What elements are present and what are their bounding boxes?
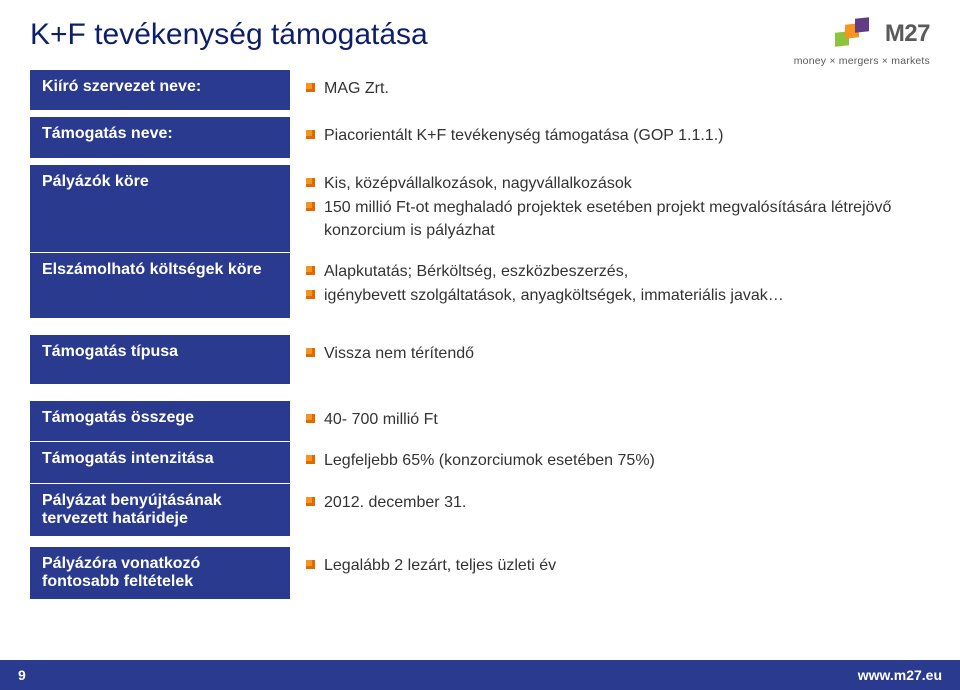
- bullet-feltetelek: Legalább 2 lezárt, teljes üzleti év: [306, 555, 920, 577]
- value-kiiro: MAG Zrt.: [290, 70, 930, 111]
- footer-url: www.m27.eu: [858, 667, 942, 683]
- bullet-palyazok-2: 150 millió Ft-ot meghaladó projektek ese…: [306, 197, 920, 242]
- bullet-intenzitas: Legfeljebb 65% (konzorciumok esetében 75…: [306, 450, 920, 472]
- bullet-elszamolhato-2: igénybevett szolgáltatások, anyagköltség…: [306, 285, 920, 307]
- bullet-osszeg: 40- 700 millió Ft: [306, 409, 920, 431]
- logo-text: M27: [885, 20, 930, 48]
- value-intenzitas: Legfeljebb 65% (konzorciumok esetében 75…: [290, 442, 930, 483]
- logo-cubes-icon: [835, 18, 877, 48]
- label-feltetelek: Pályázóra vonatkozó fontosabb feltételek: [30, 547, 290, 600]
- bullet-hatarido: 2012. december 31.: [306, 492, 920, 514]
- label-elszamolhato: Elszámolható költségek köre: [30, 253, 290, 319]
- label-osszeg: Támogatás összege: [30, 401, 290, 442]
- value-feltetelek: Legalább 2 lezárt, teljes üzleti év: [290, 547, 930, 600]
- footer-bar: 9 www.m27.eu: [0, 660, 960, 690]
- bullet-palyazok-1: Kis, középvállalkozások, nagyvállalkozás…: [306, 173, 920, 195]
- label-tamogatas-neve: Támogatás neve:: [30, 117, 290, 158]
- group-details: Támogatás összege 40- 700 millió Ft Támo…: [30, 401, 930, 600]
- value-palyazok: Kis, középvállalkozások, nagyvállalkozás…: [290, 165, 930, 253]
- logo-mark: M27: [835, 18, 930, 48]
- label-tipus: Támogatás típusa: [30, 335, 290, 385]
- group-tipus: Támogatás típusa Vissza nem térítendő: [30, 335, 930, 385]
- bullet-tipus: Vissza nem térítendő: [306, 343, 920, 365]
- label-kiiro: Kiíró szervezet neve:: [30, 70, 290, 111]
- value-tipus: Vissza nem térítendő: [290, 335, 930, 385]
- value-elszamolhato: Alapkutatás; Bérköltség, eszközbeszerzés…: [290, 253, 930, 319]
- bullet-kiiro: MAG Zrt.: [306, 78, 920, 100]
- brand-logo: M27 money × mergers × markets: [794, 18, 930, 67]
- page-number: 9: [18, 667, 26, 683]
- label-intenzitas: Támogatás intenzitása: [30, 442, 290, 483]
- label-hatarido: Pályázat benyújtásának tervezett határid…: [30, 484, 290, 537]
- slide: M27 money × mergers × markets K+F tevéke…: [0, 0, 960, 690]
- value-osszeg: 40- 700 millió Ft: [290, 401, 930, 442]
- logo-tagline: money × mergers × markets: [794, 55, 930, 67]
- label-palyazok: Pályázók köre: [30, 165, 290, 253]
- value-hatarido: 2012. december 31.: [290, 484, 930, 537]
- bullet-tamogatas-neve: Piacorientált K+F tevékenység támogatása…: [306, 125, 920, 147]
- bullet-elszamolhato-1: Alapkutatás; Bérköltség, eszközbeszerzés…: [306, 261, 920, 283]
- value-tamogatas-neve: Piacorientált K+F tevékenység támogatása…: [290, 117, 930, 158]
- group-header: Kiíró szervezet neve: MAG Zrt. Támogatás…: [30, 70, 930, 319]
